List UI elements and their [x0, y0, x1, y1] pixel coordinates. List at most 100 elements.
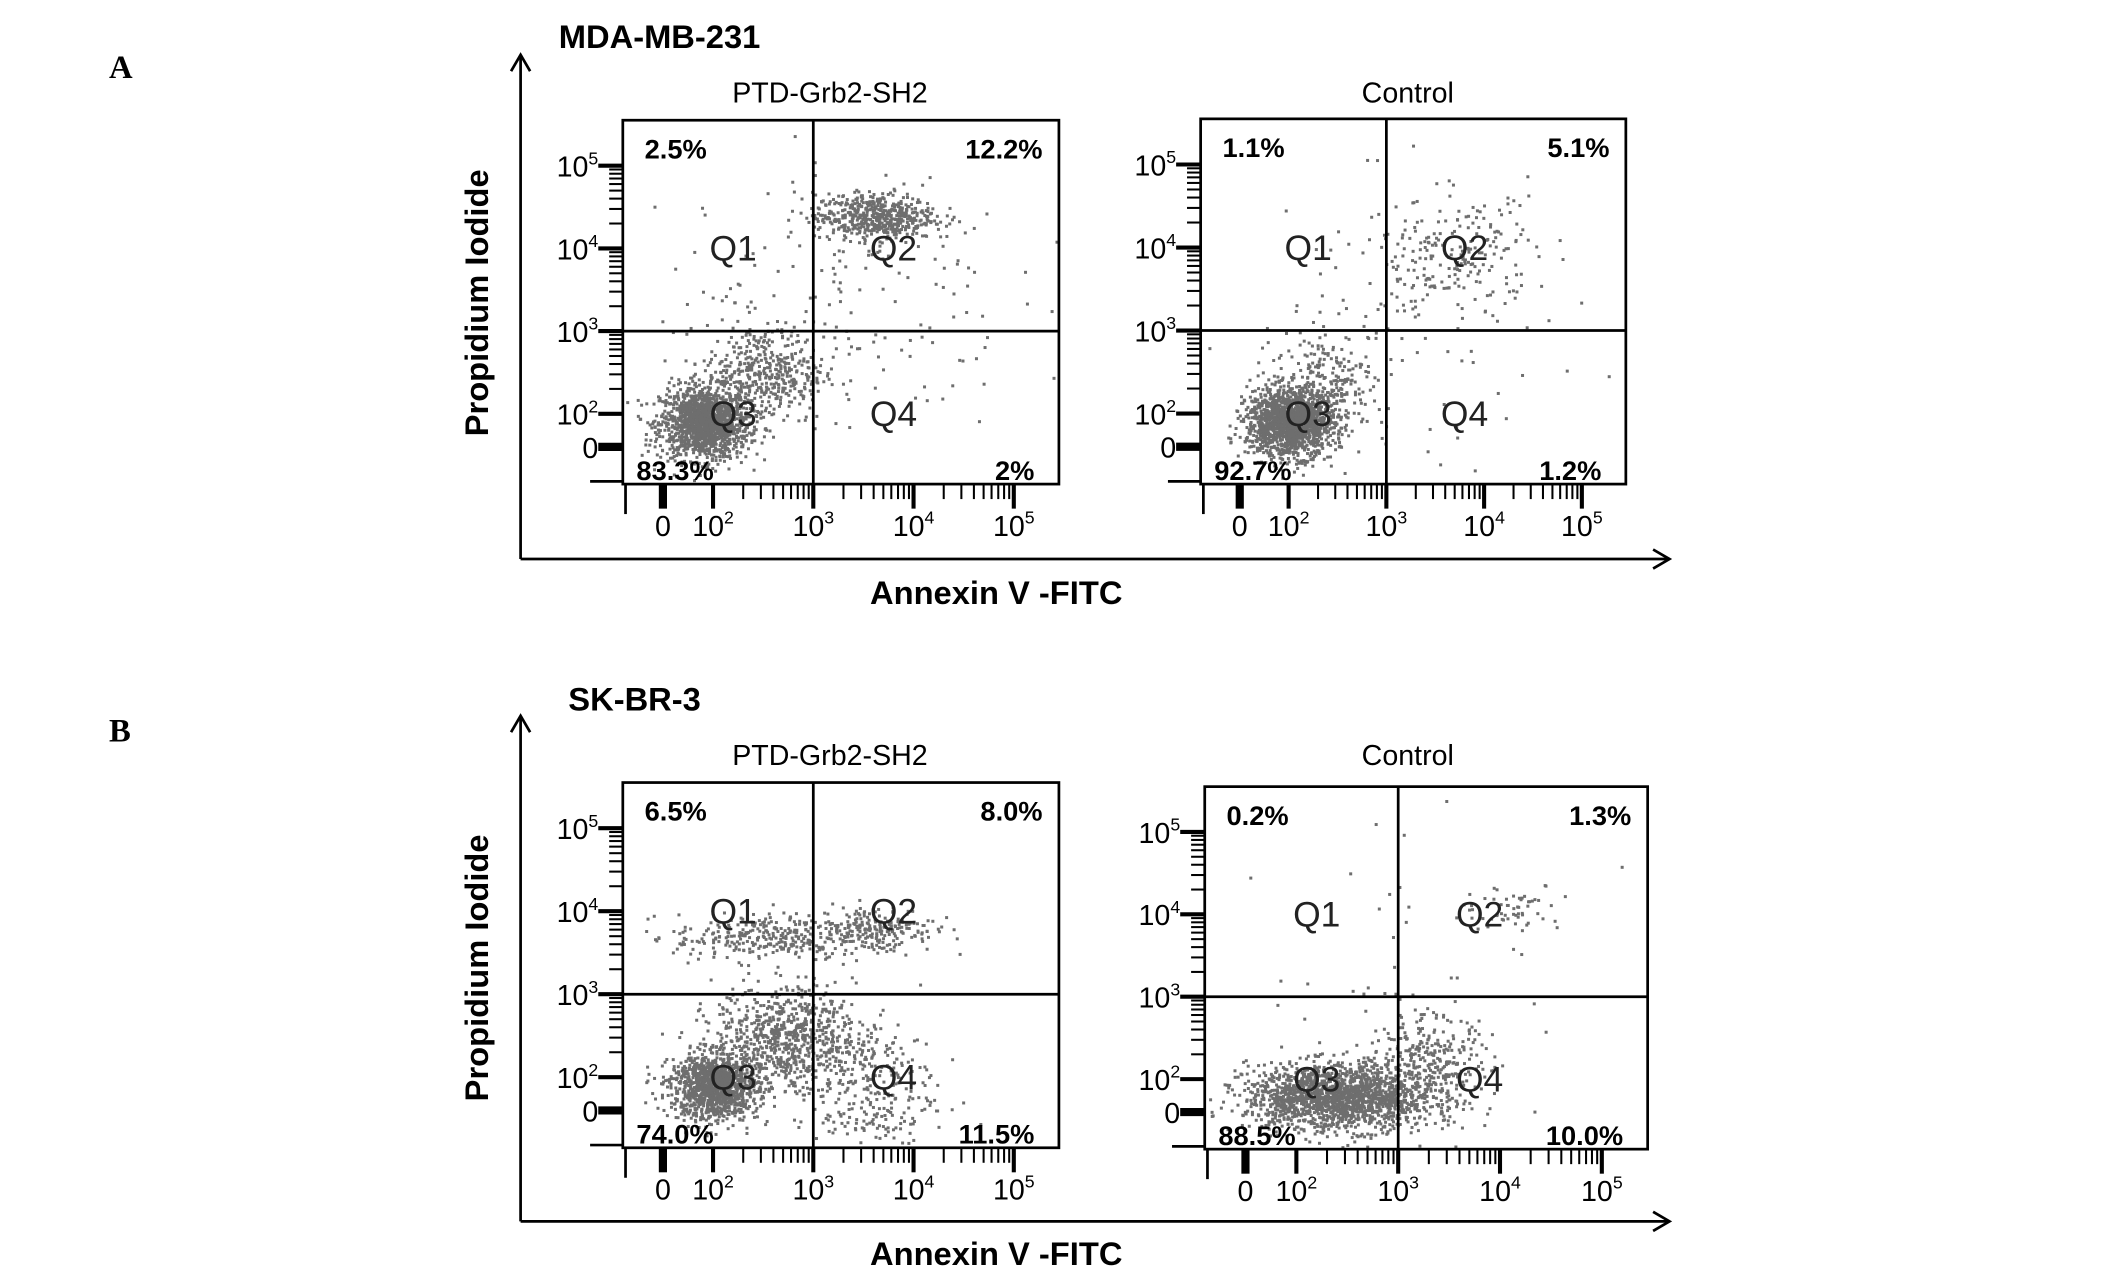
event-dot	[1303, 447, 1307, 451]
event-dot	[1276, 375, 1280, 379]
event-dot	[1268, 449, 1272, 453]
event-dot	[1250, 399, 1254, 403]
event-dot	[683, 414, 687, 418]
event-dot	[672, 406, 676, 410]
event-dot	[725, 420, 729, 424]
event-dot	[759, 336, 763, 340]
event-dot	[713, 434, 717, 438]
event-dot	[676, 426, 680, 430]
event-dot	[1316, 344, 1320, 348]
event-dot	[779, 353, 783, 357]
event-dot	[722, 369, 726, 373]
event-dot	[737, 436, 741, 440]
event-dot	[719, 430, 723, 434]
event-dot	[1346, 377, 1350, 381]
event-dot	[1274, 380, 1278, 384]
event-dot	[763, 366, 767, 370]
event-dot	[678, 411, 682, 415]
event-dot	[1266, 390, 1270, 394]
event-dot	[691, 435, 695, 439]
event-dot	[1311, 464, 1315, 468]
event-dot	[750, 439, 754, 443]
event-dot	[843, 226, 847, 230]
event-dot	[1266, 445, 1270, 449]
event-dot	[1344, 423, 1348, 427]
event-dot	[802, 395, 806, 399]
event-dot	[767, 387, 771, 391]
event-dot	[768, 377, 772, 381]
event-dot	[1525, 326, 1529, 330]
event-dot	[1337, 312, 1341, 316]
event-dot	[1350, 429, 1354, 433]
event-dot	[1436, 220, 1440, 224]
event-dot	[636, 398, 640, 402]
quadrant-label: Q3	[709, 394, 756, 434]
event-dot	[744, 392, 748, 396]
event-dot	[907, 205, 911, 209]
event-dot	[1334, 421, 1338, 425]
arrow-head	[1652, 548, 1673, 570]
event-dot	[1305, 460, 1309, 464]
event-dot	[744, 439, 748, 443]
event-dot	[798, 359, 802, 363]
event-dot	[707, 408, 711, 412]
event-dot	[689, 462, 693, 466]
event-dot	[1244, 437, 1248, 441]
event-dot	[782, 381, 786, 385]
event-dot	[744, 415, 748, 419]
event-dot	[791, 180, 795, 184]
event-dot	[760, 410, 764, 414]
event-dot	[724, 358, 728, 362]
event-dot	[1258, 424, 1262, 428]
event-dot	[703, 448, 707, 452]
event-dot	[724, 398, 728, 402]
event-dot	[704, 397, 708, 401]
event-dot	[782, 360, 786, 364]
event-dot	[834, 347, 838, 351]
event-dot	[919, 223, 923, 227]
event-dot	[684, 424, 688, 428]
event-dot	[847, 337, 851, 341]
event-dot	[808, 406, 812, 410]
event-dot	[804, 415, 808, 419]
event-dot	[851, 207, 855, 211]
event-dot	[816, 389, 820, 393]
event-dot	[888, 224, 892, 228]
event-dot	[673, 448, 677, 452]
event-dot	[882, 213, 886, 217]
event-dot	[1024, 270, 1028, 274]
event-dot	[725, 422, 729, 426]
event-dot	[895, 226, 899, 230]
event-dot	[1400, 358, 1404, 362]
event-dot	[710, 438, 714, 442]
event-dot	[677, 418, 681, 422]
event-dot	[826, 372, 830, 376]
event-dot	[664, 415, 668, 419]
event-dot	[650, 426, 654, 430]
event-dot	[715, 394, 719, 398]
event-dot	[1259, 434, 1263, 438]
event-dot	[857, 226, 861, 230]
event-dot	[1423, 246, 1427, 250]
event-dot	[1234, 426, 1238, 430]
event-dot	[808, 296, 812, 300]
event-dot	[735, 417, 739, 421]
event-dot	[655, 433, 659, 437]
event-dot	[944, 224, 948, 228]
event-dot	[728, 287, 732, 291]
event-dot	[655, 453, 659, 457]
event-dot	[800, 348, 804, 352]
event-dot	[855, 196, 859, 200]
event-dot	[764, 376, 768, 380]
event-dot	[891, 193, 895, 197]
event-dot	[844, 236, 848, 240]
event-dot	[713, 353, 717, 357]
event-dot	[1303, 353, 1307, 357]
event-dot	[626, 401, 630, 405]
event-dot	[1353, 401, 1357, 405]
event-dot	[1357, 412, 1361, 416]
panel-title: PTD-Grb2-SH2	[732, 740, 928, 772]
event-dot	[884, 216, 888, 220]
event-dot	[675, 402, 679, 406]
event-dot	[687, 402, 691, 406]
